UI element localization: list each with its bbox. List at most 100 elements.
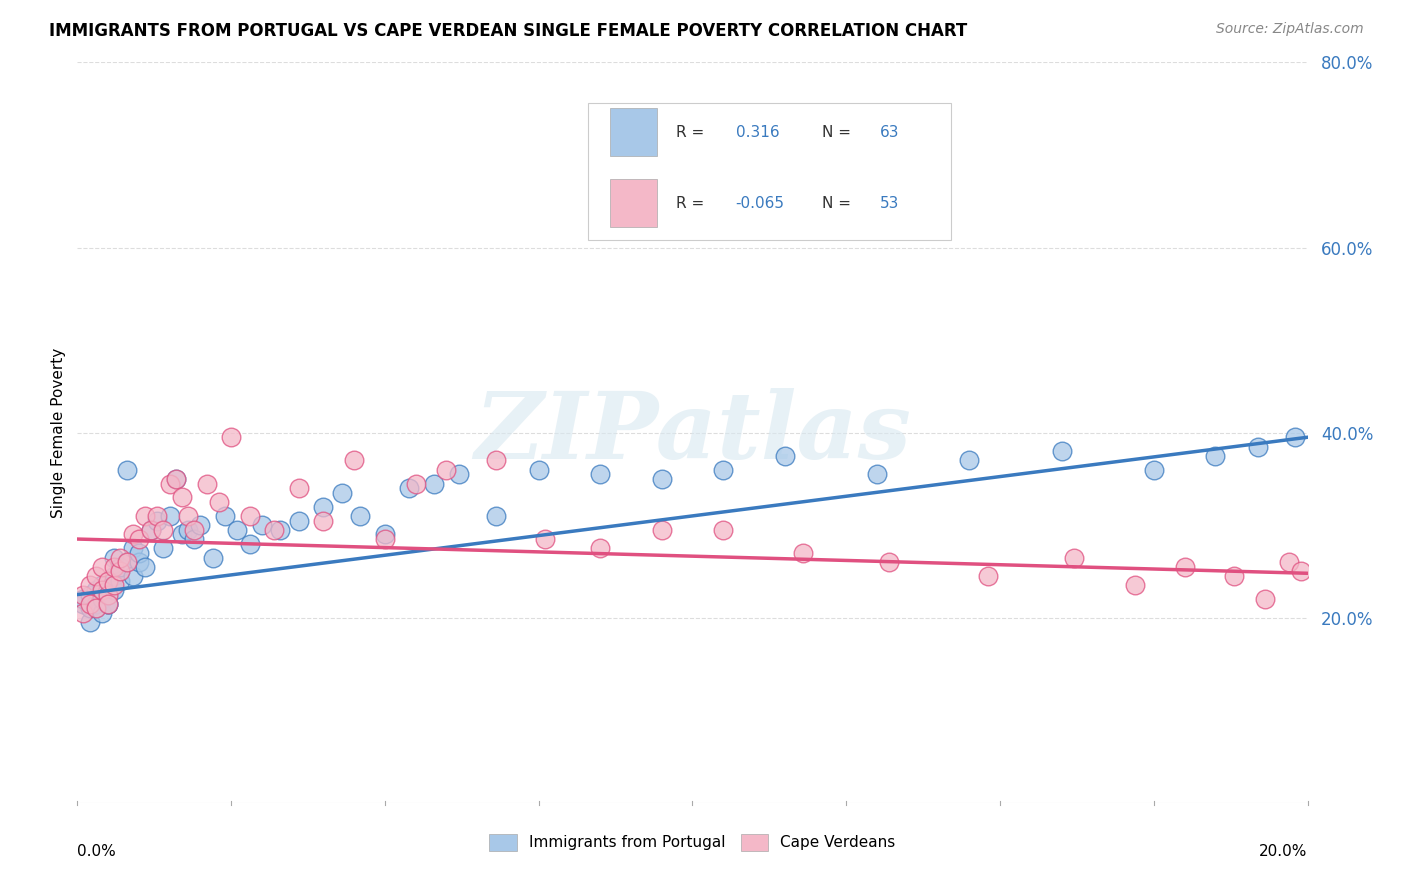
Point [90,578,114,592]
Point [792,546,814,560]
Point [398,481,420,495]
Point [152,523,174,537]
Point [312,514,335,528]
Point [957,453,980,467]
Point [1284,430,1306,444]
Point [84,597,107,611]
Point [170,527,193,541]
Point [1204,449,1226,463]
Point [97,588,120,602]
Point [374,532,396,546]
Point [121,569,143,583]
Point [84,601,107,615]
Point [170,491,193,505]
Text: 53: 53 [880,195,898,211]
Point [423,476,446,491]
Point [436,462,458,476]
Text: N =: N = [821,195,855,211]
Point [1247,440,1270,454]
Point [84,569,107,583]
Point [239,536,262,550]
Point [159,476,181,491]
Y-axis label: Single Female Poverty: Single Female Poverty [51,348,66,517]
Point [250,518,273,533]
Point [141,523,163,537]
Text: IMMIGRANTS FROM PORTUGAL VS CAPE VERDEAN SINGLE FEMALE POVERTY CORRELATION CHART: IMMIGRANTS FROM PORTUGAL VS CAPE VERDEAN… [49,22,967,40]
Point [141,523,163,537]
FancyBboxPatch shape [588,103,950,240]
Point [711,523,734,537]
Legend: Immigrants from Portugal, Cape Verdeans: Immigrants from Portugal, Cape Verdeans [489,834,896,851]
Point [97,597,120,611]
Point [485,453,508,467]
Point [159,508,181,523]
Point [214,508,236,523]
Point [72,597,94,611]
Point [879,555,901,569]
Point [110,565,132,579]
Point [1050,444,1073,458]
Point [128,555,150,569]
Text: -0.065: -0.065 [735,195,785,211]
Text: ZIPatlas: ZIPatlas [474,388,911,477]
Point [115,462,138,476]
Point [121,541,143,556]
Text: R =: R = [676,125,710,140]
Point [110,559,132,574]
Point [177,508,200,523]
Point [195,476,218,491]
Text: 20.0%: 20.0% [1260,844,1308,858]
Point [84,582,107,597]
Point [447,467,470,482]
Point [405,476,427,491]
Text: R =: R = [676,195,710,211]
Bar [610,178,657,227]
Bar [610,108,657,156]
Point [134,559,156,574]
Point [103,550,125,565]
Point [72,588,94,602]
Point [97,597,120,611]
Point [183,523,205,537]
Point [103,559,125,574]
Point [72,606,94,620]
Point [651,523,673,537]
Text: 0.0%: 0.0% [77,844,117,858]
Point [90,606,114,620]
Point [110,550,132,565]
Point [1253,592,1275,607]
Text: 0.316: 0.316 [735,125,779,140]
Point [103,582,125,597]
Point [773,449,796,463]
Point [146,508,169,523]
Point [263,523,285,537]
Point [349,508,371,523]
Point [288,481,311,495]
Point [527,462,550,476]
Point [219,430,242,444]
Point [1223,569,1246,583]
Point [312,500,335,514]
Point [288,514,311,528]
Point [146,514,169,528]
Point [343,453,366,467]
Point [84,601,107,615]
Point [374,527,396,541]
Point [115,555,138,569]
Point [651,472,673,486]
Point [79,597,101,611]
Point [183,532,205,546]
Point [208,495,231,509]
Point [866,467,889,482]
Point [330,485,353,500]
Point [97,588,120,602]
Point [97,574,120,588]
Point [152,541,174,556]
Point [226,523,249,537]
Point [90,592,114,607]
Text: N =: N = [821,125,855,140]
Point [269,523,291,537]
Point [115,555,138,569]
Point [201,550,224,565]
Point [72,592,94,607]
